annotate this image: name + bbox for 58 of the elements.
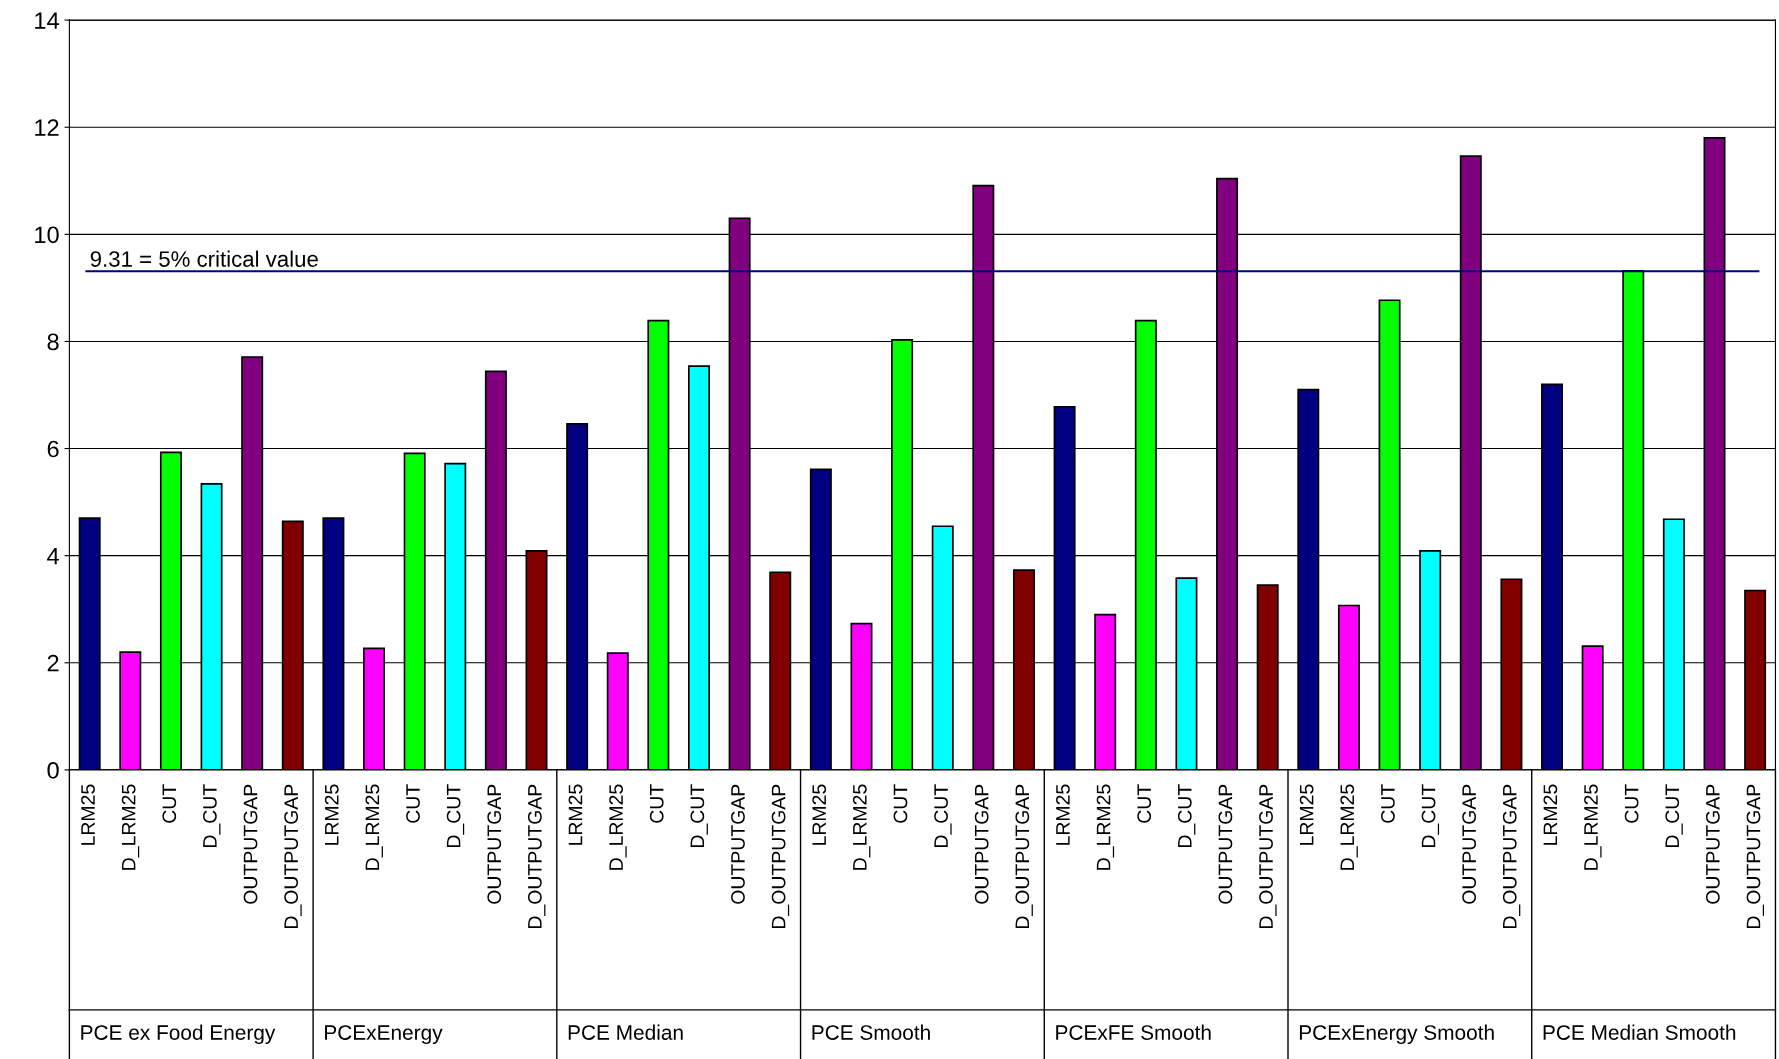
x-tick-label: D_OUTPUTGAP [1746,784,1765,929]
x-tick-label: LRM25 [568,784,583,845]
y-tick-label: 0 [47,761,59,779]
x-tick-label: D_LRM25 [1584,784,1602,870]
x-tick-label: CUT [893,784,908,823]
x-tick-label: D_LRM25 [121,784,140,870]
x-tick-label: OUTPUTGAP [243,784,258,904]
text: PCExEnergy Smooth [1299,1024,1494,1045]
x-tick-label: D_CUT [1421,784,1440,847]
x-tick-label: D_CUT [1177,784,1196,847]
x-tick-label: LRM25 [324,784,339,845]
x-tick-label: D_LRM25 [365,784,383,870]
x-tick-label: D_OUTPUTGAP [527,784,546,929]
text: PCE Median [568,1024,683,1040]
x-tick-label: CUT [1624,784,1639,823]
x-tick-label: D_OUTPUTGAP [771,784,790,929]
y-tick-label: 2 [47,654,59,672]
x-tick-label: D_LRM25 [609,784,627,870]
x-tick-label: OUTPUTGAP [1462,784,1477,904]
x-tick-label: D_OUTPUTGAP [284,784,302,929]
text: PCE ex Food Energy [81,1024,276,1045]
text: PCE Median Smooth [1543,1024,1736,1040]
x-tick-label: OUTPUTGAP [1705,784,1720,904]
y-tick-label: 6 [47,440,59,458]
x-tick-label: CUT [1137,784,1152,823]
x-tick-label: D_CUT [203,784,221,847]
y-tick-label: 10 [35,226,59,244]
ref-line-label: 9.31 = 5% critical value [90,250,318,267]
x-tick-label: CUT [649,784,664,823]
x-tick-label: OUTPUTGAP [974,784,989,904]
x-tick-label: LRM25 [81,784,95,845]
x-tick-label: D_OUTPUTGAP [1502,784,1521,929]
x-tick-label: D_CUT [690,784,708,847]
x-tick-label: D_LRM25 [1096,784,1115,870]
x-tick-label: D_OUTPUTGAP [1015,784,1033,929]
x-tick-label: D_CUT [446,784,465,847]
y-tick-label: 14 [35,12,59,29]
x-tick-label: D_LRM25 [852,784,871,870]
text: PCE Smooth [812,1024,930,1040]
text: PCExEnergy [325,1025,443,1045]
x-tick-label: OUTPUTGAP [487,784,502,904]
y-tick-label: 8 [47,333,59,351]
x-tick-label: CUT [406,784,420,823]
x-tick-label: LRM25 [1543,784,1558,845]
x-tick-label: OUTPUTGAP [1218,784,1233,904]
x-tick-label: D_OUTPUTGAP [1259,784,1277,929]
x-tick-label: D_CUT [1665,784,1683,847]
x-tick-label: D_LRM25 [1340,784,1358,870]
x-tick-label: D_CUT [934,784,952,847]
y-tick-label: 12 [35,119,59,136]
x-tick-label: CUT [1381,784,1395,823]
x-tick-label: LRM25 [812,784,827,845]
text: PCExFE Smooth [1056,1024,1211,1040]
x-tick-label: LRM25 [1056,784,1070,845]
y-tick-label: 4 [47,547,59,565]
x-tick-label: OUTPUTGAP [731,784,745,904]
x-tick-label: LRM25 [1299,784,1314,845]
x-tick-label: CUT [162,784,177,823]
